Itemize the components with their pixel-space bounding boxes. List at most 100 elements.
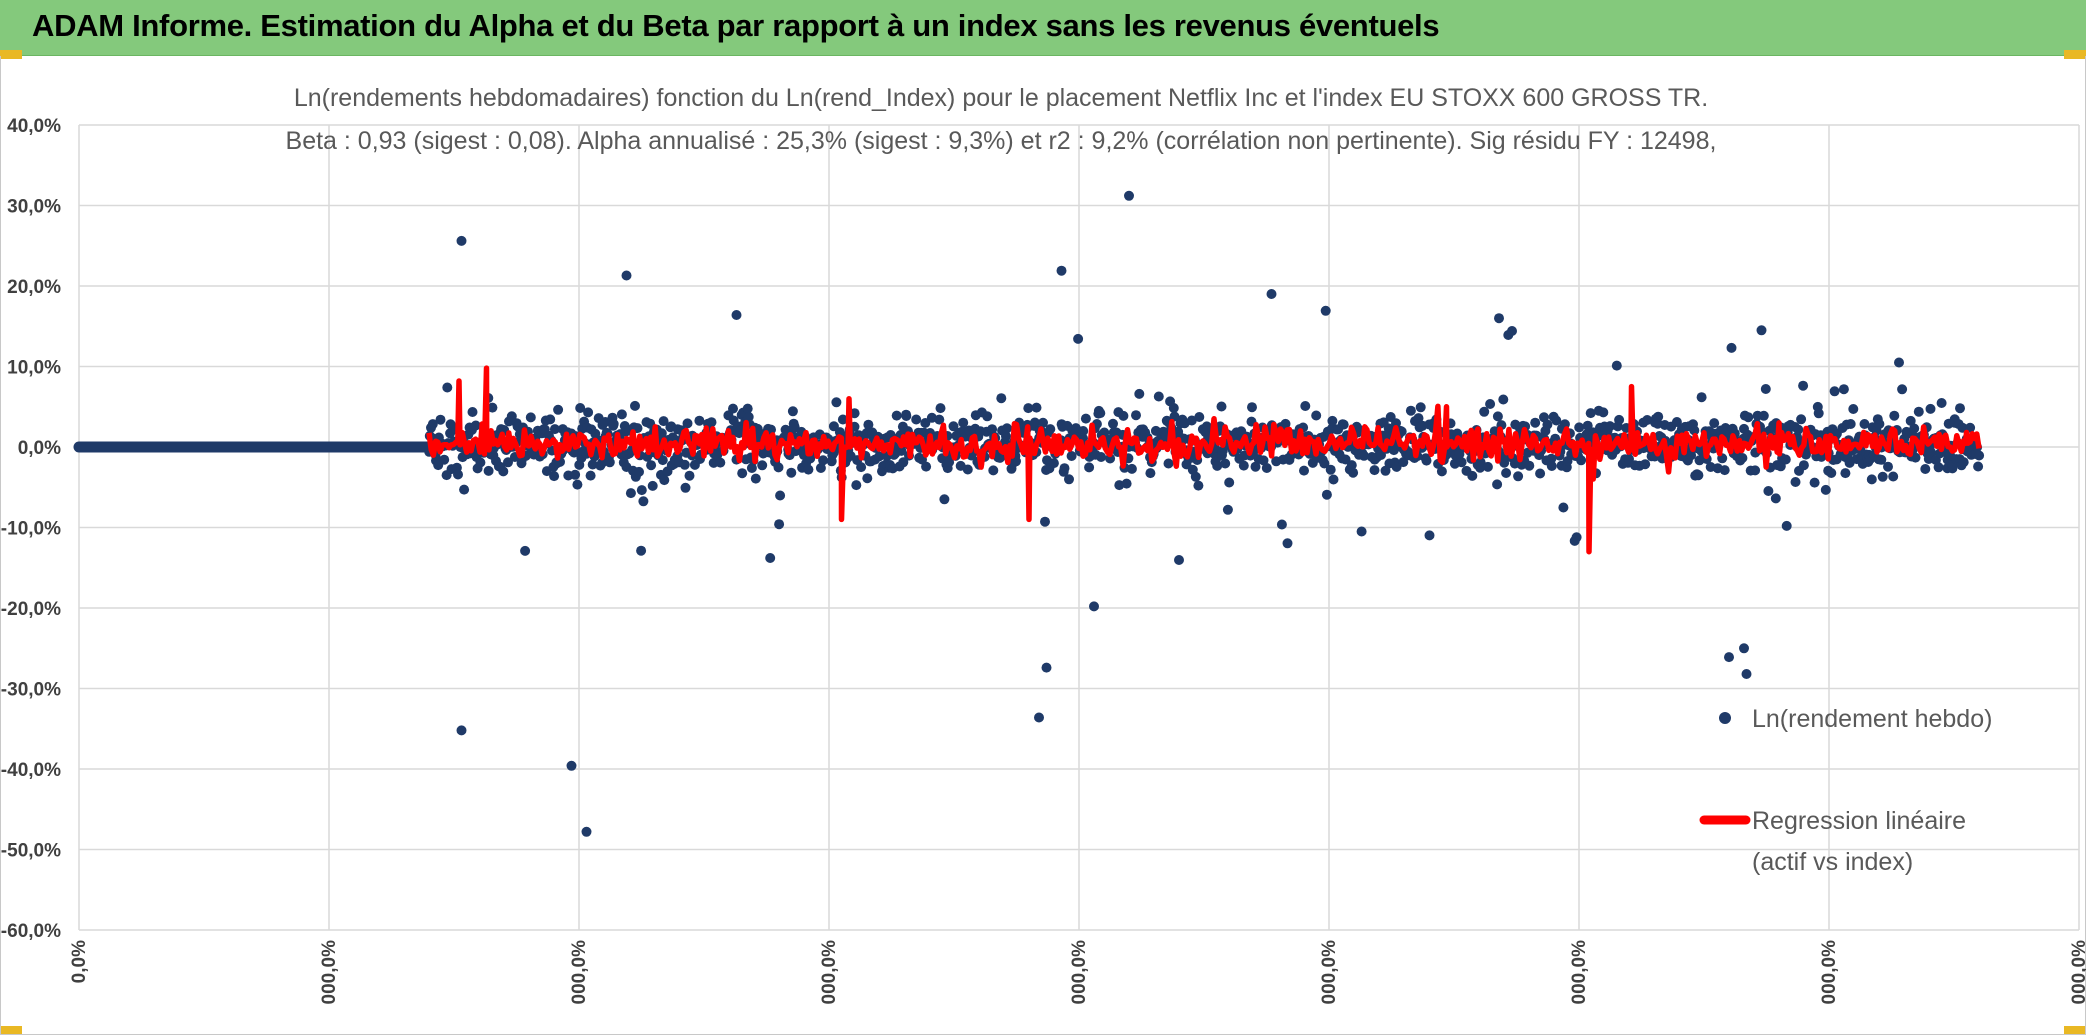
scatter-point xyxy=(934,414,945,425)
chart-subtitle: Beta : 0,93 (sigest : 0,08). Alpha annua… xyxy=(286,127,1717,155)
scatter-point xyxy=(1356,526,1367,537)
scatter-point xyxy=(456,725,467,736)
scatter-point xyxy=(1820,484,1831,495)
scatter-point xyxy=(570,469,581,480)
scatter-point xyxy=(856,462,867,473)
scatter-point xyxy=(1845,419,1856,429)
scatter-point xyxy=(1096,452,1107,462)
scatter-point xyxy=(1424,530,1435,541)
scatter-point xyxy=(1838,384,1849,395)
scatter-point xyxy=(1034,712,1044,723)
scatter-point xyxy=(939,494,950,505)
scatter-point xyxy=(862,473,873,484)
scatter-point xyxy=(787,406,798,417)
scatter-point xyxy=(757,460,768,471)
scatter-point xyxy=(694,415,705,426)
scatter-point xyxy=(1224,477,1235,488)
scatter-point xyxy=(1576,455,1587,466)
scatter-point xyxy=(1535,468,1546,479)
scatter-point xyxy=(1905,415,1916,426)
scatter-point xyxy=(1041,662,1052,673)
x-tick-label: 000,0% xyxy=(319,940,340,1005)
scatter-point xyxy=(1756,325,1767,336)
scatter-point xyxy=(1889,410,1900,421)
scatter-point xyxy=(1040,516,1050,527)
scatter-point xyxy=(1813,408,1824,419)
scatter-point xyxy=(737,468,748,479)
scatter-point xyxy=(831,397,842,408)
scatter-point xyxy=(1848,404,1859,414)
corner-accent-bottom-right xyxy=(2064,1026,2086,1035)
scatter-point xyxy=(1936,398,1947,408)
scatter-point xyxy=(901,411,912,421)
scatter-point xyxy=(1492,479,1503,490)
x-tick-label: 000,0% xyxy=(1069,940,1090,1005)
scatter-point xyxy=(1741,669,1752,679)
regression-line xyxy=(426,365,1982,555)
scatter-point xyxy=(1216,401,1227,412)
scatter-point xyxy=(743,411,754,422)
scatter-point xyxy=(1829,386,1840,397)
scatter-point xyxy=(1524,460,1535,471)
legend-regression-label-line2: (actif vs index) xyxy=(1752,848,1913,876)
scatter-point xyxy=(1359,450,1369,461)
scatter-point xyxy=(1897,384,1908,395)
corner-accent-bottom-left xyxy=(0,1026,22,1035)
scatter-point xyxy=(435,414,446,425)
scatter-point xyxy=(1099,427,1110,438)
scatter-point xyxy=(1222,504,1233,515)
scatter-point xyxy=(1482,461,1493,472)
scatter-point xyxy=(742,403,753,414)
scatter-point xyxy=(498,466,509,477)
legend-regression-label-line1: Regression linéaire xyxy=(1752,807,1966,835)
scatter-point xyxy=(935,403,946,414)
scatter-point xyxy=(1925,403,1936,414)
scatter-point xyxy=(1121,478,1132,489)
scatter-point xyxy=(1770,493,1781,504)
x-tick-label: 000,0% xyxy=(1319,940,1340,1005)
scatter-point xyxy=(1582,420,1593,431)
y-tick-label: 0,0% xyxy=(18,438,61,459)
scatter-point xyxy=(1957,422,1968,433)
scatter-point xyxy=(1048,458,1059,469)
scatter-point xyxy=(1073,333,1084,344)
scatter-point xyxy=(765,553,776,563)
scatter-point xyxy=(1261,463,1272,473)
scatter-point xyxy=(874,451,885,462)
scatter-point xyxy=(1479,406,1490,417)
scatter-point xyxy=(958,417,969,428)
scatter-point xyxy=(682,418,693,429)
scatter-point xyxy=(715,457,726,468)
scatter-point xyxy=(634,466,644,477)
scatter-point xyxy=(1095,408,1106,419)
scatter-point xyxy=(1926,447,1937,458)
x-tick-label: 0,0% xyxy=(69,940,90,983)
scatter-point xyxy=(1327,415,1338,426)
scatter-point xyxy=(636,485,647,496)
scatter-point xyxy=(1145,468,1156,479)
scatter-point xyxy=(1045,424,1056,435)
scatter-point xyxy=(1913,406,1924,417)
scatter-point xyxy=(453,469,463,480)
scatter-point xyxy=(786,467,797,478)
scatter-point xyxy=(1894,357,1904,368)
scatter-point xyxy=(1598,407,1609,418)
scatter-point xyxy=(1826,468,1837,478)
scatter-point xyxy=(1798,460,1809,471)
scatter-point xyxy=(503,457,513,468)
scatter-point xyxy=(1299,465,1309,476)
y-tick-label: 30,0% xyxy=(7,197,61,218)
scatter-point xyxy=(1513,471,1524,482)
scatter-point xyxy=(1874,419,1885,429)
scatter-point xyxy=(1084,462,1095,473)
scatter-point xyxy=(863,419,874,430)
scatter-point xyxy=(773,462,784,473)
x-tick-label: 000,0% xyxy=(1569,940,1590,1005)
scatter-point xyxy=(1494,313,1504,324)
scatter-point xyxy=(1624,454,1634,464)
scatter-point xyxy=(587,459,598,470)
scatter-point xyxy=(1174,555,1184,565)
scatter-point xyxy=(1134,388,1145,399)
scatter-point xyxy=(638,496,649,507)
y-tick-label: 20,0% xyxy=(7,277,61,298)
